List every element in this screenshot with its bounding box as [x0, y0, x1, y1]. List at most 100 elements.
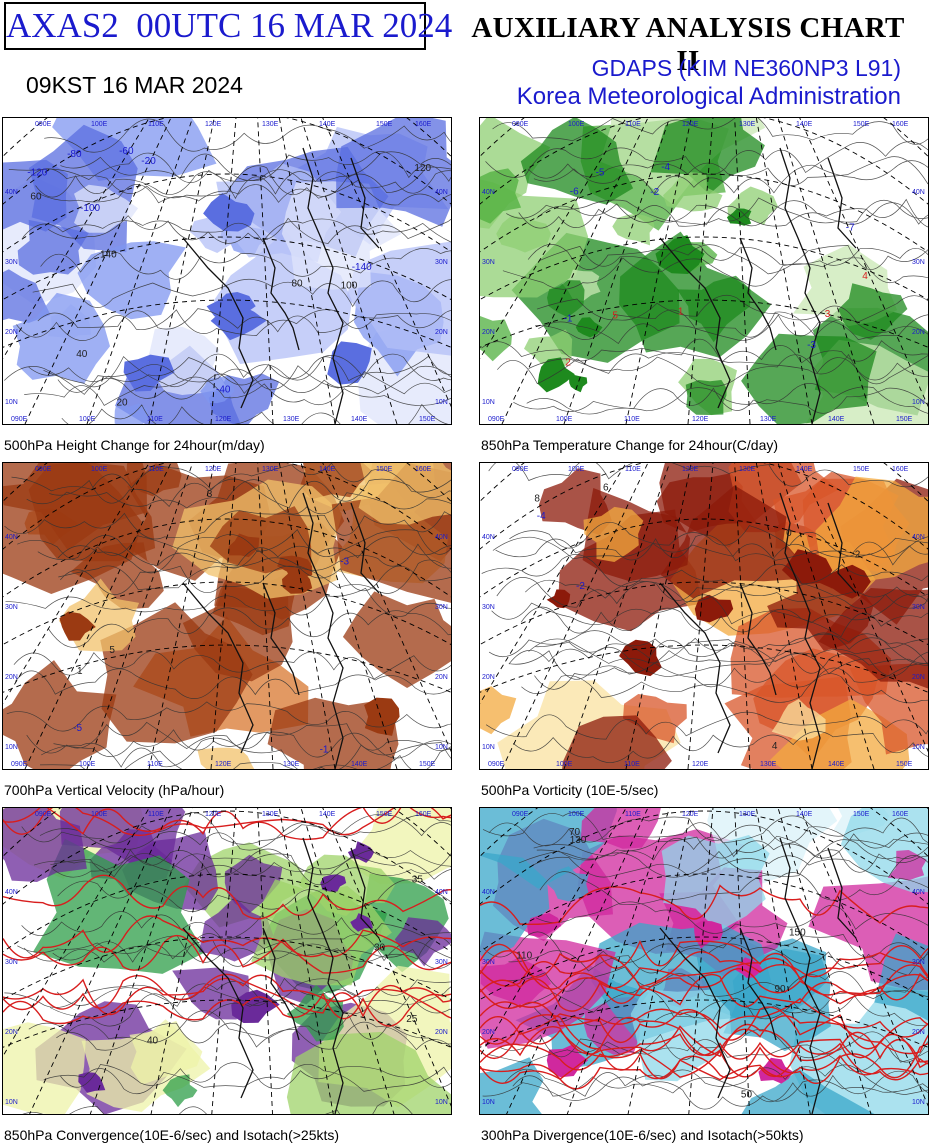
contour-lines: [482, 812, 928, 1110]
longitude-label: 100E: [91, 121, 108, 128]
longitude-label: 160E: [892, 121, 909, 128]
local-time: 09KST 16 MAR 2024: [26, 72, 243, 98]
longitude-label: 100E: [91, 811, 108, 818]
contour-label: -1: [320, 744, 329, 755]
longitude-label: 120E: [205, 811, 222, 818]
graticule: [3, 463, 451, 769]
longitude-label: 100E: [568, 121, 585, 128]
latitude-label: 40N: [435, 889, 448, 896]
contour-label: 70: [569, 827, 581, 838]
contour-label: 20: [117, 398, 129, 409]
longitude-label: 100E: [91, 466, 108, 473]
contour-label: -5: [596, 168, 605, 179]
panel-height-change: 140 120 100 80 60 40 20 -20 -40 -60 -80 -100 -120 -14…: [2, 117, 452, 425]
contour-lines: [481, 118, 928, 415]
longitude-label: 120E: [215, 416, 232, 423]
longitude-label: 110E: [625, 811, 641, 818]
latitude-label: 20N: [5, 674, 18, 681]
contour-label: 90: [775, 984, 787, 995]
longitude-label: 150E: [376, 466, 393, 473]
longitude-label: 110E: [148, 811, 164, 818]
contour-label: 8: [534, 493, 540, 504]
graticule: [3, 808, 451, 1114]
contour-label: 40: [76, 349, 88, 360]
longitude-label: 100E: [568, 466, 585, 473]
contour-labels: 5 4 3 2 1 -1 -2 -3 -4 -5 -6 -7: [564, 162, 869, 369]
latitude-label: 10N: [435, 1099, 448, 1106]
latitude-label: 30N: [5, 959, 18, 966]
contour-label: 130: [570, 835, 587, 846]
latitude-label: 30N: [435, 259, 448, 266]
contour-label: -1: [564, 314, 573, 325]
coastlines: [182, 147, 380, 424]
latitude-label: 30N: [482, 259, 495, 266]
coordinate-labels: 090E 100E 110E 120E 130E 140E 150E 160E 090E 100E…: [5, 466, 448, 768]
coastlines: [659, 147, 857, 424]
graticule: [3, 118, 451, 424]
convergence-map: 25 30 35 40 090E 100E 110E 120E 130E 140E 150E 160E…: [3, 808, 451, 1114]
contour-label: 2: [855, 549, 861, 560]
graticule: [480, 463, 928, 769]
contour-label: -5: [73, 723, 82, 734]
latitude-label: 40N: [912, 889, 925, 896]
contour-label: 3: [825, 309, 831, 320]
longitude-label: 130E: [739, 811, 756, 818]
longitude-label: 130E: [283, 761, 300, 768]
contour-label: -2: [576, 581, 585, 592]
contour-label: 50: [741, 1090, 753, 1101]
longitude-label: 130E: [262, 811, 279, 818]
caption-temp-change: 850hPa Temperature Change for 24hour(C/d…: [481, 437, 779, 453]
longitude-label: 130E: [739, 466, 756, 473]
latitude-label: 10N: [5, 744, 18, 751]
contour-label: 40: [147, 1036, 159, 1047]
contour-labels: -5 -3 -1 1 3 5: [73, 489, 349, 756]
height-change-map: 140 120 100 80 60 40 20 -20 -40 -60 -80 -100 -120 -14…: [3, 118, 451, 424]
latitude-label: 20N: [435, 1029, 448, 1036]
latitude-label: 30N: [435, 604, 448, 611]
contour-label: -4: [537, 511, 546, 522]
longitude-label: 140E: [796, 811, 813, 818]
longitude-label: 120E: [692, 416, 709, 423]
latitude-label: 10N: [5, 399, 18, 406]
longitude-label: 150E: [896, 761, 913, 768]
longitude-label: 140E: [319, 811, 336, 818]
longitude-label: 110E: [624, 416, 640, 423]
latitude-label: 40N: [5, 889, 18, 896]
latitude-label: 20N: [912, 1029, 925, 1036]
isotach-lines: [3, 808, 451, 1027]
longitude-label: 150E: [419, 761, 436, 768]
contour-label: 120: [414, 163, 431, 174]
longitude-label: 140E: [796, 121, 813, 128]
longitude-label: 090E: [35, 121, 52, 128]
latitude-label: 30N: [5, 259, 18, 266]
latitude-label: 10N: [435, 399, 448, 406]
longitude-label: 160E: [415, 121, 432, 128]
latitude-label: 20N: [435, 674, 448, 681]
latitude-label: 40N: [5, 534, 18, 541]
contour-label: 80: [292, 279, 304, 290]
coastlines: [659, 492, 857, 769]
latitude-label: 20N: [5, 1029, 18, 1036]
longitude-label: 150E: [853, 811, 870, 818]
coordinate-labels: 090E 100E 110E 120E 130E 140E 150E 160E 090E 100E…: [5, 121, 448, 423]
contour-label: 35: [412, 874, 424, 885]
longitude-label: 150E: [853, 121, 870, 128]
longitude-label: 130E: [262, 121, 279, 128]
latitude-label: 30N: [482, 604, 495, 611]
longitude-label: 120E: [205, 121, 222, 128]
longitude-label: 130E: [283, 416, 300, 423]
longitude-label: 130E: [760, 416, 777, 423]
contour-label: 150: [789, 928, 806, 939]
caption-vertical-velocity: 700hPa Vertical Velocity (hPa/hour): [4, 782, 225, 798]
caption-convergence: 850hPa Convergence(10E-6/sec) and Isotac…: [4, 1127, 340, 1143]
coordinate-labels: 090E 100E 110E 120E 130E 140E 150E 160E 090E 100E…: [482, 466, 925, 768]
longitude-label: 140E: [319, 121, 336, 128]
longitude-label: 090E: [512, 466, 529, 473]
panel-divergence: 50 70 90 110 130 150 090E 100E 110E 120E 130E 140E 1…: [479, 807, 929, 1115]
contour-label: 140: [100, 249, 117, 260]
longitude-label: 150E: [376, 121, 393, 128]
contour-label: -40: [216, 385, 231, 396]
latitude-label: 10N: [435, 744, 448, 751]
contour-label: -2: [650, 187, 659, 198]
contour-label: -80: [67, 149, 82, 160]
